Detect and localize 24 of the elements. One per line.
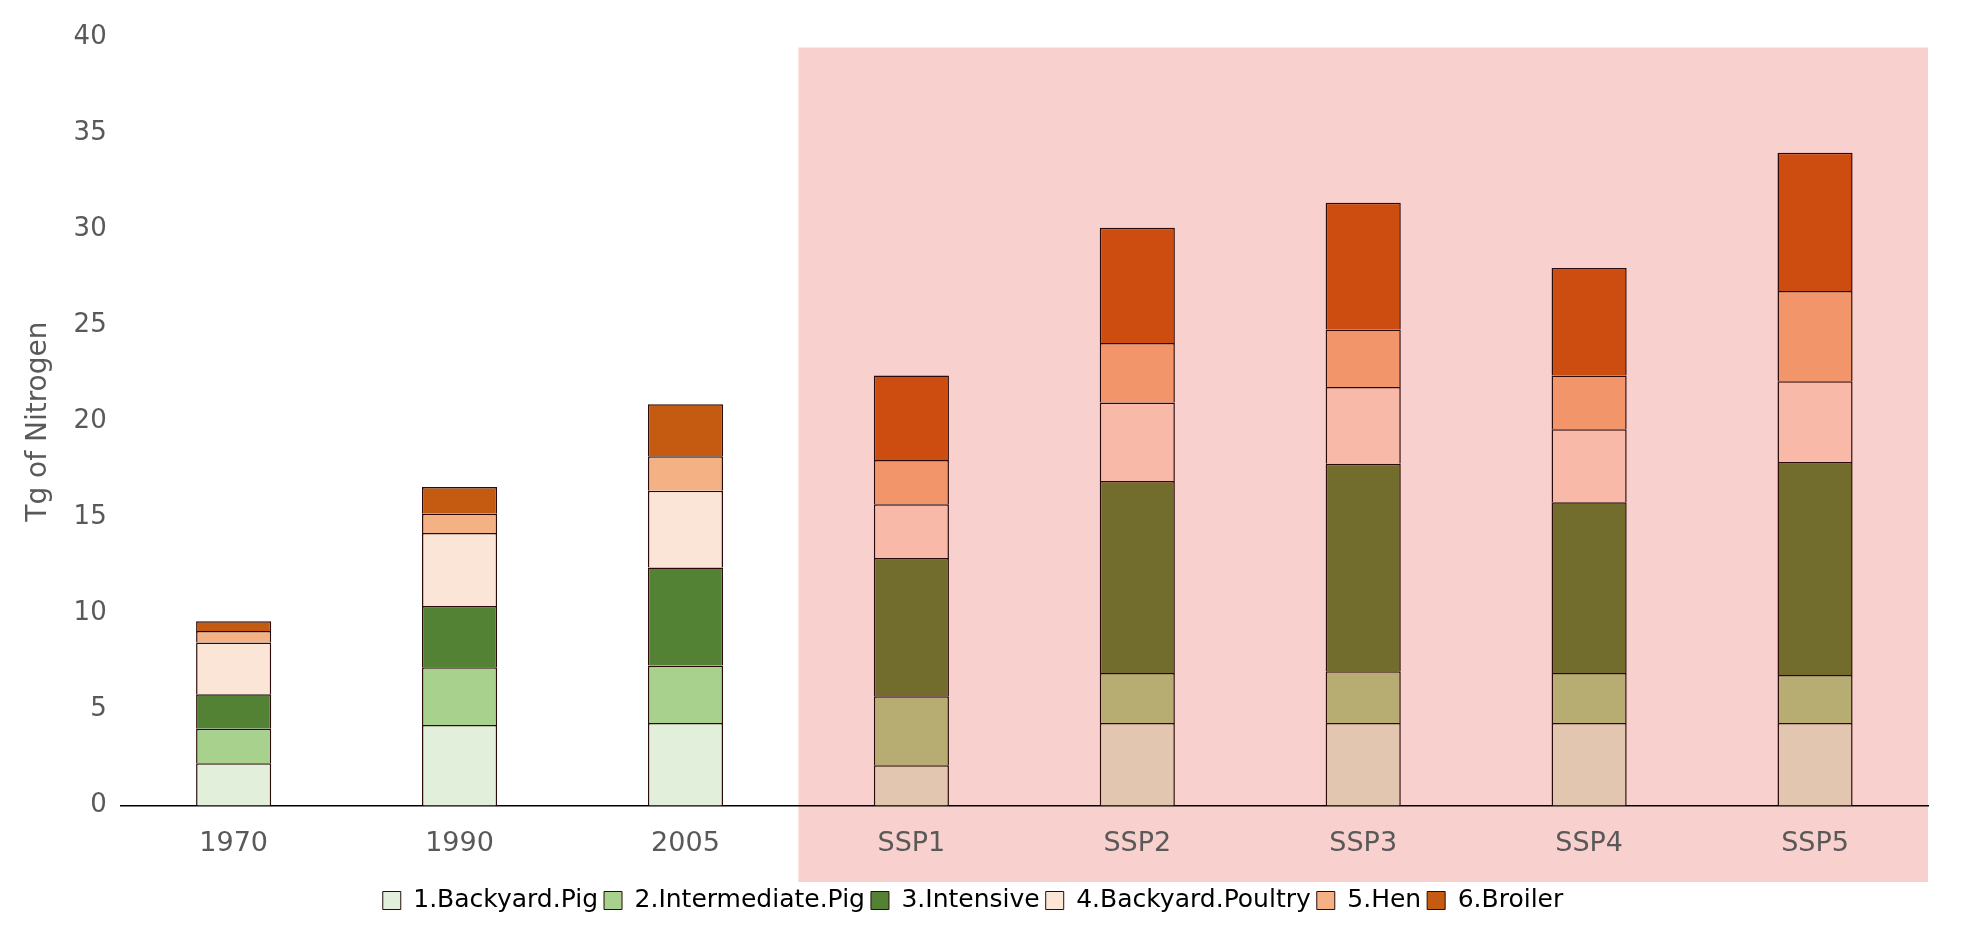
x-tick-label: SSP4	[1555, 825, 1623, 857]
x-tick-label: 1970	[199, 825, 268, 857]
legend-label: 3.Intensive	[901, 884, 1040, 913]
y-tick-label: 0	[90, 788, 107, 819]
y-axis-title: Tg of Nitrogen	[20, 321, 54, 523]
y-tick-label: 40	[73, 20, 107, 51]
x-tick-label: 2005	[651, 825, 720, 857]
legend-label: 1.Backyard.Pig	[413, 884, 599, 913]
y-tick-label: 30	[73, 212, 107, 243]
legend-label: 6.Broiler	[1457, 884, 1564, 913]
x-tick-label: SSP5	[1781, 825, 1849, 857]
y-tick-label: 25	[73, 308, 107, 339]
x-tick-label: SSP2	[1103, 825, 1172, 857]
x-tick-label: SSP1	[877, 825, 946, 857]
x-tick-label: SSP3	[1329, 825, 1398, 857]
legend-label: 4.Backyard.Poultry	[1076, 884, 1311, 913]
legend-label: 5.Hen	[1347, 884, 1422, 913]
y-tick-label: 10	[73, 596, 107, 627]
y-tick-label: 20	[73, 404, 107, 435]
y-tick-label: 15	[73, 500, 107, 531]
legend-label: 2.Intermediate.Pig	[634, 884, 865, 913]
y-tick-label: 35	[73, 116, 107, 147]
x-tick-label: 1990	[425, 825, 494, 857]
y-tick-label: 5	[90, 692, 107, 723]
